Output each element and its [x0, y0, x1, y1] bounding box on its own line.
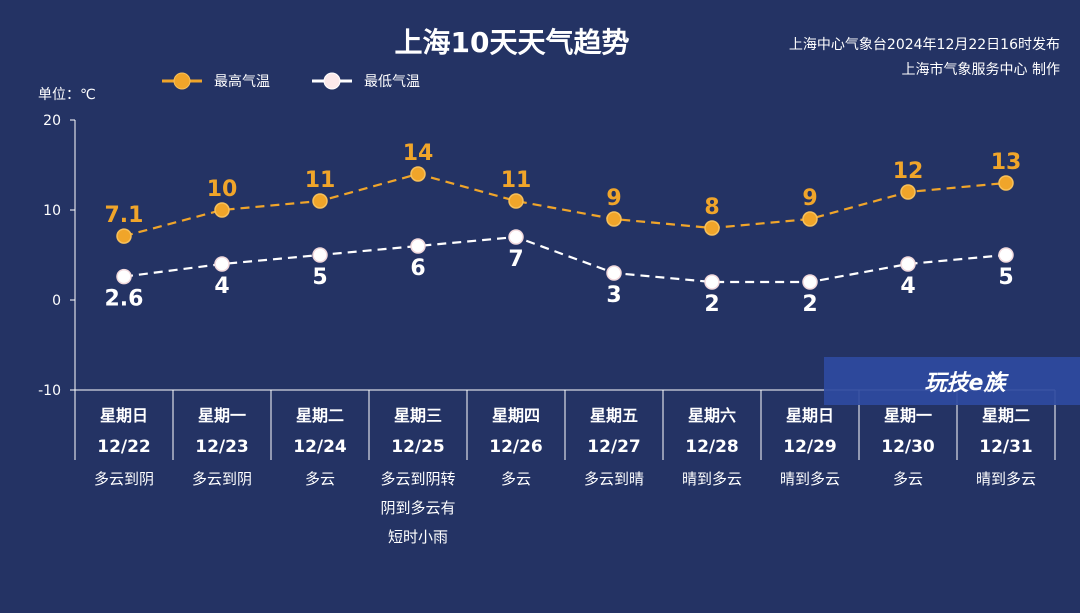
weather-label: 多云到阴 — [94, 470, 154, 488]
legend: 最高气温 最低气温 — [162, 72, 420, 90]
low-temp-label: 5 — [312, 265, 327, 290]
high-temp-label: 10 — [207, 177, 238, 202]
low-temp-point — [704, 274, 720, 290]
day-label: 星期一 — [884, 406, 932, 425]
high-temp-point — [704, 220, 720, 236]
day-label: 星期五 — [590, 406, 638, 425]
low-temp-label: 4 — [900, 274, 915, 299]
weather-label: 短时小雨 — [388, 528, 448, 546]
low-temp-label: 2 — [704, 292, 719, 317]
day-label: 星期二 — [296, 406, 344, 425]
weather-label: 多云 — [501, 470, 531, 488]
low-temp-label: 3 — [606, 283, 621, 308]
low-temp-point — [802, 274, 818, 290]
issuer-line-2: 上海市气象服务中心 制作 — [902, 61, 1060, 78]
y-tick-label: 0 — [52, 293, 61, 309]
high-temp-point — [606, 211, 622, 227]
high-temp-line — [123, 172, 1007, 238]
y-tick-label: 20 — [43, 113, 61, 129]
low-temp-point — [508, 229, 524, 245]
high-temp-point — [802, 211, 818, 227]
weather-label: 多云到阴 — [192, 470, 252, 488]
high-temp-point — [116, 228, 132, 244]
weather-label: 多云到阴转 — [380, 470, 455, 488]
day-label: 星期日 — [786, 406, 834, 425]
date-label: 12/25 — [391, 437, 445, 457]
date-label: 12/31 — [979, 437, 1033, 457]
weather-label: 晴到多云 — [682, 470, 742, 488]
legend-low-label: 最低气温 — [364, 74, 420, 90]
low-temp-label: 5 — [998, 265, 1013, 290]
high-temp-label: 11 — [305, 168, 336, 193]
day-label: 星期日 — [100, 406, 148, 425]
high-temp-label: 8 — [704, 195, 719, 220]
watermark-box — [824, 357, 1080, 405]
low-temp-point — [900, 256, 916, 272]
date-label: 12/26 — [489, 437, 543, 457]
date-label: 12/29 — [783, 437, 837, 457]
date-label: 12/24 — [293, 437, 347, 457]
weather-label: 多云到晴 — [584, 470, 644, 488]
low-temp-point — [606, 265, 622, 281]
low-temp-label: 4 — [214, 274, 229, 299]
high-temp-point — [998, 175, 1014, 191]
weather-label: 多云 — [893, 470, 923, 488]
date-label: 12/30 — [881, 437, 935, 457]
legend-low-swatch-marker — [323, 72, 341, 90]
date-label: 12/27 — [587, 437, 641, 457]
day-label: 星期二 — [982, 406, 1030, 425]
y-tick-label: -10 — [38, 383, 61, 399]
low-temp-label: 2 — [802, 292, 817, 317]
weather-label: 多云 — [305, 470, 335, 488]
high-temp-point — [508, 193, 524, 209]
chart-title: 上海10天天气趋势 — [395, 26, 630, 59]
issuer-line-1: 上海中心气象台2024年12月22日16时发布 — [789, 37, 1060, 53]
low-temp-line — [123, 235, 1007, 284]
legend-high-label: 最高气温 — [214, 73, 270, 90]
y-tick-label: 10 — [43, 203, 61, 219]
high-temp-label: 7.1 — [105, 203, 144, 228]
low-temp-label: 2.6 — [105, 287, 144, 312]
high-temp-point — [214, 202, 230, 218]
low-temp-point — [214, 256, 230, 272]
high-temp-label: 14 — [403, 141, 434, 166]
low-temp-label: 7 — [508, 247, 523, 272]
weather-label: 晴到多云 — [976, 470, 1036, 488]
high-temp-label: 11 — [501, 168, 532, 193]
low-temp-label: 6 — [410, 256, 425, 281]
legend-high-swatch-marker — [173, 72, 191, 90]
high-temp-label: 12 — [893, 159, 924, 184]
high-temp-label: 13 — [991, 150, 1022, 175]
date-label: 12/28 — [685, 437, 739, 457]
high-temp-point — [312, 193, 328, 209]
high-temp-label: 9 — [802, 186, 817, 211]
date-label: 12/22 — [97, 437, 151, 457]
low-temp-point — [410, 238, 426, 254]
high-temp-label: 9 — [606, 186, 621, 211]
weather-label: 阴到多云有 — [380, 499, 455, 517]
day-label: 星期一 — [198, 406, 246, 425]
day-label: 星期三 — [394, 406, 442, 425]
axes: 20 10 0 -10 — [38, 113, 1056, 460]
series-layer: 7.1 10 11 14 11 9 8 9 12 13 2.6 4 5 6 7 3 2 2 4 5 — [105, 141, 1022, 317]
low-temp-point — [998, 247, 1014, 263]
high-temp-point — [410, 166, 426, 182]
weather-label: 晴到多云 — [780, 470, 840, 488]
high-temp-point — [900, 184, 916, 200]
day-label: 星期四 — [492, 406, 540, 425]
unit-label: 单位：℃ — [38, 87, 96, 103]
date-label: 12/23 — [195, 437, 249, 457]
low-temp-point — [116, 268, 132, 285]
watermark: 玩技e族 — [824, 357, 1080, 405]
x-labels: 星期日 12/22 多云到阴 星期一 12/23 多云到阴 星期二 12/24 多云 星期三 12/… — [94, 406, 1036, 546]
low-temp-point — [312, 247, 328, 263]
watermark-text: 玩技e族 — [925, 370, 1010, 396]
day-label: 星期六 — [688, 406, 736, 425]
